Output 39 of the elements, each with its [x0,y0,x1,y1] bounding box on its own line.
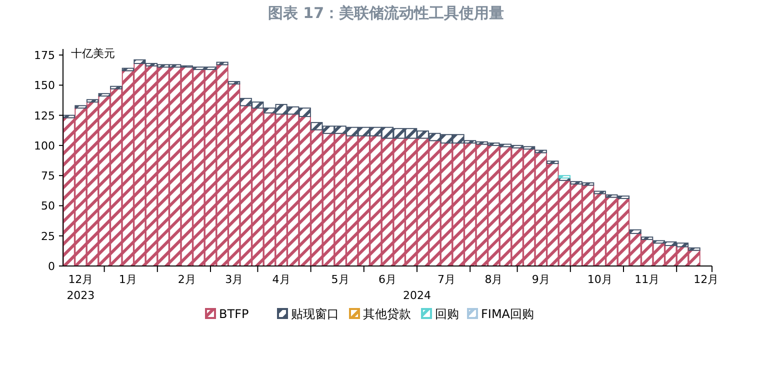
y-tick-label: 0 [48,260,55,273]
x-tick-label: 10月 [587,273,612,286]
x-tick-label: 6月 [378,273,396,286]
y-tick-label: 100 [34,139,55,152]
legend-label: FIMA回购 [481,307,534,321]
y-tick-label: 75 [41,170,55,183]
y-tick-label: 175 [34,49,55,62]
x-tick-label: 1月 [118,273,137,286]
bar [629,229,642,234]
bar [110,86,122,90]
text: 2024 [403,289,431,302]
bar [546,160,559,164]
x-tick-label: 2月 [178,273,196,286]
y-axis-title: 十亿美元 [71,47,115,60]
x-tick-label: 3月 [225,273,244,286]
bar [228,81,240,84]
y-tick-label: 25 [41,230,55,243]
x-tick-label: 8月 [484,273,503,286]
legend-label: 回购 [435,307,459,321]
x-tick-label: 7月 [438,273,456,286]
legend-label: BTFP [219,307,249,321]
chart-title: 图表 17：美联储流动性工具使用量 [268,4,504,22]
x-tick-label: 11月 [634,273,660,286]
x-tick-label: 12月 [68,273,94,286]
legend-label: 贴现窗口 [291,307,339,321]
x-tick-label: 4月 [272,273,290,286]
bar [641,236,654,240]
y-tick-label: 50 [41,200,55,213]
y-tick-label: 150 [34,79,55,92]
bar [688,247,700,251]
x-tick-label: 5月 [331,273,350,286]
text: 2023 [66,289,95,302]
y-tick-label: 125 [34,109,55,122]
legend-label: 其他贷款 [363,307,411,321]
x-tick-label: 9月 [532,273,550,286]
bar [98,93,110,97]
x-tick-label: 12月 [694,273,719,286]
bar [74,105,87,109]
bar [86,99,99,103]
